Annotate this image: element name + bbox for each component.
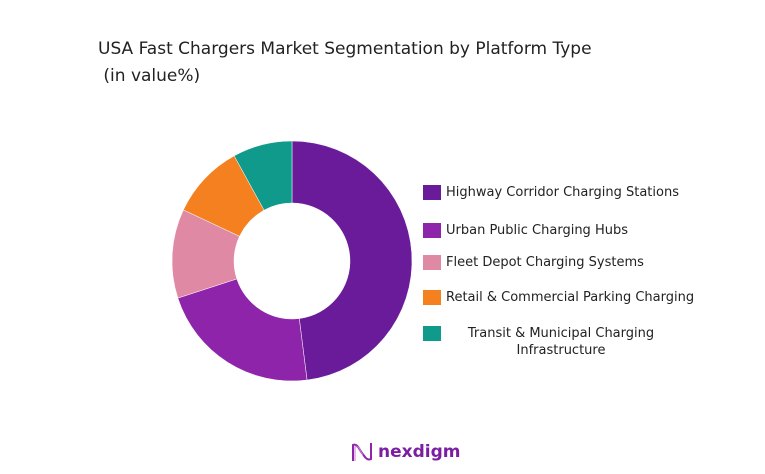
legend-swatch <box>423 290 441 305</box>
logo-text: nexdigm <box>378 442 461 462</box>
legend-label: Retail & Commercial Parking Charging <box>446 290 695 305</box>
nexdigm-logo: nexdigm <box>351 441 460 463</box>
legend-swatch <box>423 185 441 200</box>
legend-item-transit: Transit & Municipal Charging Infrastruct… <box>423 325 723 359</box>
legend-swatch <box>423 255 441 270</box>
donut-slice-4 <box>233 140 293 211</box>
legend-item-fleet: Fleet Depot Charging Systems <box>423 254 723 271</box>
chart-title: USA Fast Chargers Market Segmentation by… <box>98 39 592 86</box>
legend-label: Fleet Depot Charging Systems <box>446 255 644 270</box>
logo-wave-icon <box>352 443 372 461</box>
legend-label: Highway Corridor Charging Stations <box>446 185 679 200</box>
legend-label: Transit & Municipal Charging Infrastruct… <box>467 326 655 358</box>
legend-item-urban: Urban Public Charging Hubs <box>423 222 723 239</box>
donut-slice-0 <box>291 140 413 381</box>
legend-label: Urban Public Charging Hubs <box>446 223 628 238</box>
legend-item-retail: Retail & Commercial Parking Charging <box>423 289 723 306</box>
legend-swatch <box>423 223 441 238</box>
legend-item-highway: Highway Corridor Charging Stations <box>423 184 723 201</box>
donut-slice-1 <box>177 278 308 382</box>
legend-swatch <box>423 326 441 341</box>
